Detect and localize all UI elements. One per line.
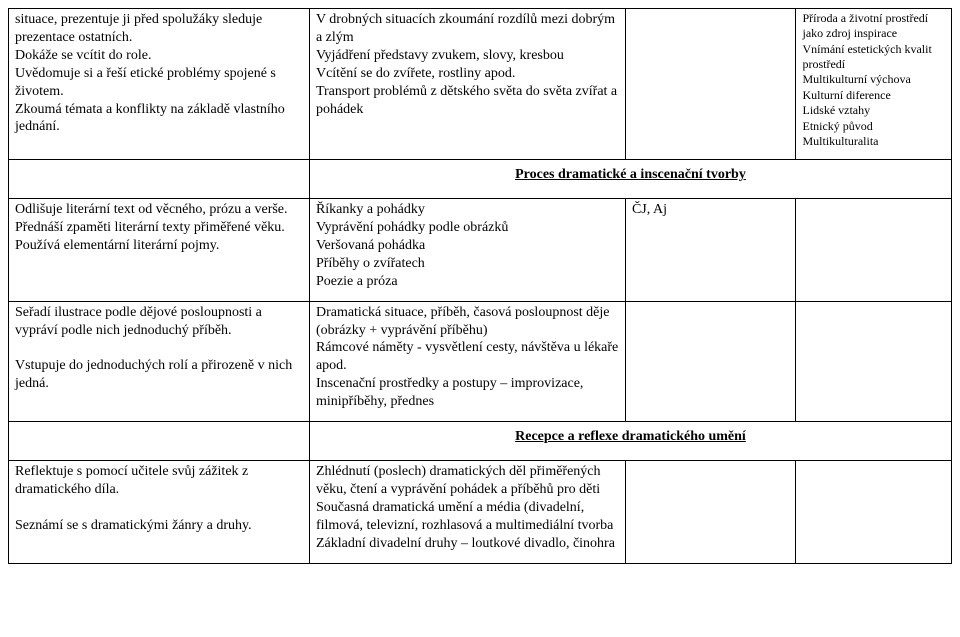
cell-col1: Seřadí ilustrace podle dějové posloupnos…: [9, 301, 310, 421]
table-row: Odlišuje literární text od věcného, próz…: [9, 199, 952, 302]
cell-col2: Zhlédnutí (poslech) dramatických děl při…: [309, 461, 625, 564]
cell-col2: Dramatická situace, příběh, časová poslo…: [309, 301, 625, 421]
table-row: Recepce a reflexe dramatického umění: [9, 422, 952, 461]
cell-empty: [9, 422, 310, 461]
cell-col2: V drobných situacích zkoumání rozdílů me…: [309, 9, 625, 160]
cell-heading: Proces dramatické a inscenační tvorby: [309, 160, 951, 199]
cell-col1: situace, prezentuje ji před spolužáky sl…: [9, 9, 310, 160]
cell-col3: [625, 9, 796, 160]
cell-col3: [625, 461, 796, 564]
cell-col1: Reflektuje s pomocí učitele svůj zážitek…: [9, 461, 310, 564]
cell-empty: [9, 160, 310, 199]
cell-col4: [796, 461, 952, 564]
section-heading: Recepce a reflexe dramatického umění: [316, 424, 945, 450]
cell-col1: Odlišuje literární text od věcného, próz…: [9, 199, 310, 302]
cell-col2: Říkanky a pohádkyVyprávění pohádky podle…: [309, 199, 625, 302]
curriculum-table: situace, prezentuje ji před spolužáky sl…: [8, 8, 952, 564]
section-heading: Proces dramatické a inscenační tvorby: [316, 162, 945, 188]
cell-col3: [625, 301, 796, 421]
cell-col4: [796, 199, 952, 302]
cell-heading: Recepce a reflexe dramatického umění: [309, 422, 951, 461]
cell-col4: Příroda a životní prostředí jako zdroj i…: [796, 9, 952, 160]
table-row: Proces dramatické a inscenační tvorby: [9, 160, 952, 199]
cell-col3: ČJ, Aj: [625, 199, 796, 302]
table-row: situace, prezentuje ji před spolužáky sl…: [9, 9, 952, 160]
table-row: Reflektuje s pomocí učitele svůj zážitek…: [9, 461, 952, 564]
cell-col4: [796, 301, 952, 421]
table-row: Seřadí ilustrace podle dějové posloupnos…: [9, 301, 952, 421]
